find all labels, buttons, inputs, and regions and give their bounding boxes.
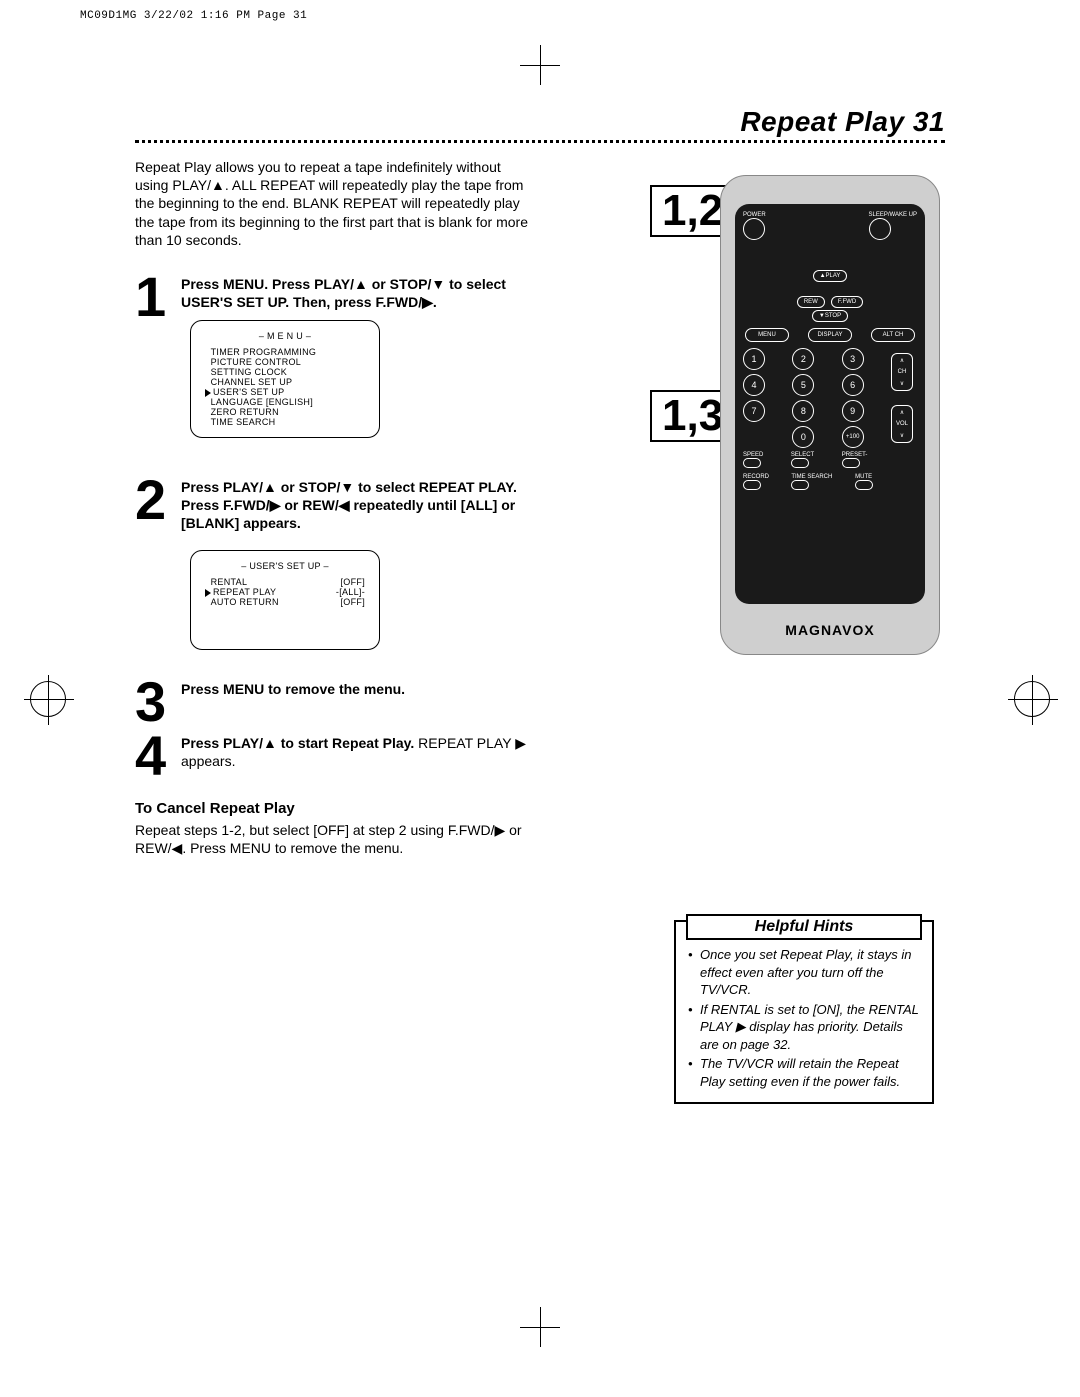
rew-button[interactable]: REW [797,296,825,308]
digit-3-button[interactable]: 3 [842,348,864,370]
crop-mark-right [1014,681,1050,717]
remote-body: POWER SLEEP/WAKE UP ▲PLAY REW F.FWD ▼STO… [720,175,940,655]
record-button[interactable] [743,480,761,490]
step-1-text: Press MENU. Press PLAY/▲ or STOP/▼ to se… [181,276,506,310]
digit-4-button[interactable]: 4 [743,374,765,396]
vol-rocker[interactable]: ∧VOL∨ [891,405,913,443]
cancel-section: To Cancel Repeat Play Repeat steps 1-2, … [135,800,535,857]
step-2-text-b: Press F.FWD/▶ or REW/◀ repeatedly until … [181,497,515,531]
select-button[interactable] [791,458,809,468]
display-button[interactable]: DISPLAY [808,328,852,342]
step-number: 3 [135,680,173,725]
cancel-body: Repeat steps 1-2, but select [OFF] at st… [135,821,535,857]
selector-icon [205,389,211,397]
menu-1-item: SETTING CLOCK [205,367,365,377]
step-number: 4 [135,734,173,779]
speed-button[interactable] [743,458,761,468]
step-3: 3 Press MENU to remove the menu. [135,680,539,725]
crop-mark-bottom [520,1307,560,1347]
mute-label: MUTE [855,474,873,480]
digit-2-button[interactable]: 2 [792,348,814,370]
play-button[interactable]: ▲PLAY [813,270,848,282]
menu-1-item: CHANNEL SET UP [205,377,365,387]
hints-title: Helpful Hints [686,914,922,940]
mute-button[interactable] [855,480,873,490]
select-label: SELECT [791,452,814,458]
intro-paragraph: Repeat Play allows you to repeat a tape … [135,158,535,249]
hint-item: If RENTAL is set to [ON], the RENTAL PLA… [688,1001,920,1054]
step-4: 4 Press PLAY/▲ to start Repeat Play. REP… [135,734,539,779]
crop-mark-top [520,45,560,85]
speed-label: SPEED [743,452,763,458]
menu-1-item: TIME SEARCH [205,417,365,427]
ch-rocker[interactable]: ∧CH∨ [891,353,913,391]
step-number: 1 [135,275,173,320]
hints-box: Helpful Hints Once you set Repeat Play, … [674,920,934,1104]
step-number: 2 [135,478,173,523]
altch-button[interactable]: ALT CH [871,328,915,342]
selector-icon [205,589,211,597]
digit-6-button[interactable]: 6 [842,374,864,396]
cancel-heading: To Cancel Repeat Play [135,800,535,817]
menu-1-title: – M E N U – [205,331,365,341]
digit-5-button[interactable]: 5 [792,374,814,396]
step-2: 2 Press PLAY/▲ or STOP/▼ to select REPEA… [135,478,539,533]
power-button[interactable] [743,218,765,240]
menu-1-item: TIMER PROGRAMMING [205,347,365,357]
menu-1-item: PICTURE CONTROL [205,357,365,367]
menu-button[interactable]: MENU [745,328,789,342]
menu-2-row: AUTO RETURN [OFF] [205,597,365,607]
hint-item: Once you set Repeat Play, it stays in ef… [688,946,920,999]
page-title: Repeat Play 31 [740,106,945,138]
power-label: POWER [743,212,766,218]
preset-button[interactable] [842,458,860,468]
dotted-divider [135,140,945,143]
menu-screen-1: – M E N U – TIMER PROGRAMMING PICTURE CO… [190,320,380,438]
digit-9-button[interactable]: 9 [842,400,864,422]
plus100-button[interactable]: +100 [842,426,864,448]
menu-1-item-selected: USER'S SET UP [205,387,365,397]
step-1: 1 Press MENU. Press PLAY/▲ or STOP/▼ to … [135,275,539,320]
menu-1-item: ZERO RETURN [205,407,365,417]
remote-panel: POWER SLEEP/WAKE UP ▲PLAY REW F.FWD ▼STO… [735,204,925,604]
sleep-label: SLEEP/WAKE UP [869,212,917,218]
preset-label: PRESET- [842,452,868,458]
digit-1-button[interactable]: 1 [743,348,765,370]
print-header: MC09D1MG 3/22/02 1:16 PM Page 31 [80,10,307,22]
digit-7-button[interactable]: 7 [743,400,765,422]
timesearch-button[interactable] [791,480,809,490]
stop-button[interactable]: ▼STOP [812,310,848,322]
hints-body: Once you set Repeat Play, it stays in ef… [676,946,932,1102]
crop-mark-left [30,681,66,717]
menu-2-row-selected: REPEAT PLAY -[ALL]- [205,587,365,597]
digit-0-button[interactable]: 0 [792,426,814,448]
hint-item: The TV/VCR will retain the Repeat Play s… [688,1055,920,1090]
digit-8-button[interactable]: 8 [792,400,814,422]
remote-illustration: 1,2,4 1,3 POWER SLEEP/WAKE UP ▲PLAY REW … [680,175,940,655]
timesearch-label: TIME SEARCH [791,474,832,480]
menu-screen-2: – USER'S SET UP – RENTAL [OFF] REPEAT PL… [190,550,380,650]
step-3-text: Press MENU to remove the menu. [181,681,405,697]
remote-brand: MAGNAVOX [721,622,939,638]
step-2-text-a: Press PLAY/▲ or STOP/▼ to select REPEAT … [181,479,517,495]
menu-2-title: – USER'S SET UP – [205,561,365,571]
step-4-text-bold: Press PLAY/▲ to start Repeat Play. [181,735,414,751]
menu-2-row: RENTAL [OFF] [205,577,365,587]
record-label: RECORD [743,474,769,480]
menu-1-item: LANGUAGE [ENGLISH] [205,397,365,407]
sleep-button[interactable] [869,218,891,240]
ffwd-button[interactable]: F.FWD [831,296,863,308]
